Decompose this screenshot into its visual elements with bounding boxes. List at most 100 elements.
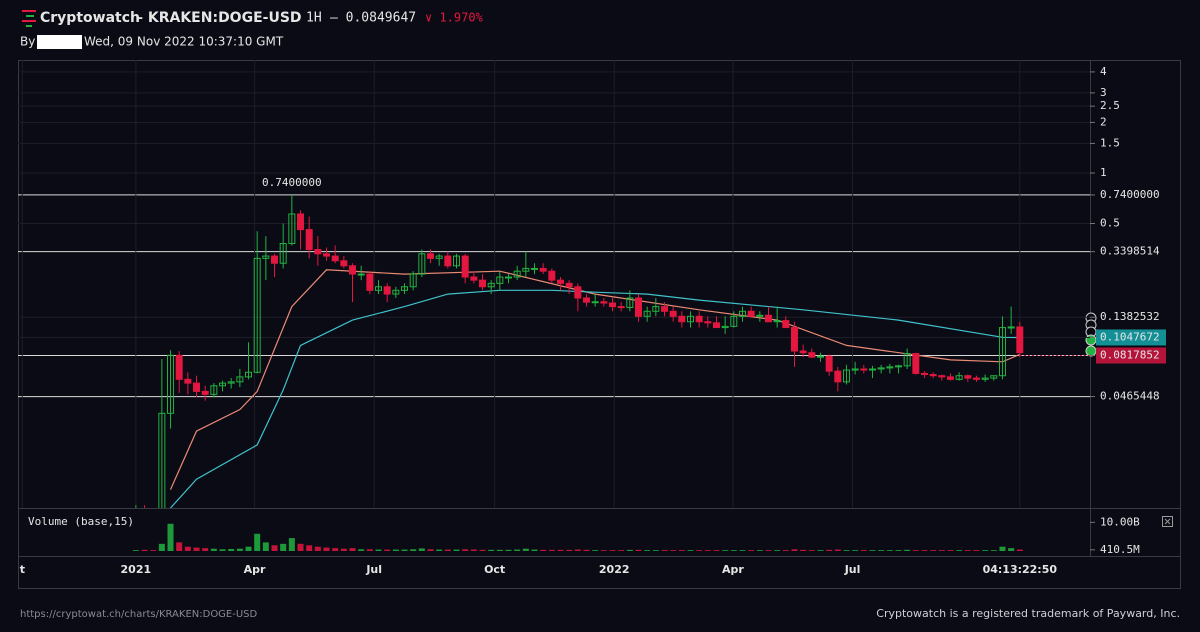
volume-tick-label: 410.5M [1100,543,1140,556]
candle-body [392,289,400,295]
candle-body [401,286,409,291]
candle-body [548,270,556,281]
close-pane[interactable] [1162,516,1173,527]
volume-bar [990,550,997,551]
volume-bar [704,550,711,551]
volume-title: Volume (base,15) [28,515,134,528]
candle-body [409,273,417,288]
volume-bar [661,550,668,551]
x-tick-label: 04:13:22:50 [983,563,1058,576]
volume-bar [921,550,928,551]
volume-bar [808,550,815,551]
volume-bar [366,549,373,551]
footer-url[interactable]: https://cryptowat.ch/charts/KRAKEN:DOGE-… [20,609,258,620]
volume-bar [427,549,434,551]
candle-body [435,255,443,259]
volume-bar [670,550,677,551]
volume-bar [479,549,486,551]
candle-body [271,255,279,264]
volume-bar [297,543,304,551]
axes: 4 32.5 2 1.5 1 0.7400000 0.5 0.3398514 0.1382532… [20,65,1166,576]
volume-bar [228,548,235,551]
volume-bar [1008,548,1015,551]
close-icon[interactable] [1164,518,1171,525]
volume-bar [436,549,443,551]
volume-bar [800,549,807,551]
volume-bar [869,550,876,551]
candle-body [912,353,920,374]
volume-bar [878,550,885,551]
y-tick-label: 0.0465448 [1100,390,1160,403]
volume-bar [488,549,495,551]
volume-bar [548,549,555,551]
candle-body [305,229,313,251]
x-tick-label: t [20,563,25,576]
candle-body [201,390,209,395]
candle-body [461,255,469,278]
volume-bar [340,548,347,551]
volume-bar [635,549,642,551]
volume-bar [852,550,859,551]
candle-body [808,352,816,358]
volume-bar [410,549,417,551]
volume-bar [141,549,148,551]
y-tick-label: 4 [1100,65,1107,78]
volume-bar [444,549,451,551]
candle-body [955,375,963,380]
x-tick-label: Jul [365,563,382,576]
candle-body [591,301,599,304]
candle-body [877,367,885,370]
volume-bar [349,548,356,551]
y-tick-label: 0.3398514 [1100,245,1160,258]
volume-bar [782,550,789,551]
volume-bar [254,533,261,551]
candle-body [531,267,539,270]
candle-body [193,382,201,392]
candle-body [323,253,331,257]
volume-bar [748,550,755,551]
price-tag [1096,347,1166,364]
candle-body [894,365,902,368]
candle-body [842,369,850,383]
volume-bar [730,550,737,551]
y-tick-label: 3 [1100,86,1107,99]
candle-body [929,374,937,377]
volume-bar [150,550,157,551]
volume-bar [288,538,295,551]
candle-body [582,297,590,303]
volume-bar [600,550,607,551]
volume-bar [332,548,339,551]
candle-body [825,355,833,372]
candle-body [903,353,911,367]
volume-bar [860,550,867,551]
volume-bar [574,549,581,551]
candle-body [634,297,642,317]
volume-bar [540,549,547,551]
volume-tick-label: 10.00B [1100,515,1140,528]
candle-body [747,310,755,317]
candle-body [764,314,772,323]
candle-body [184,378,192,384]
candle-body [383,286,391,295]
candle-body [695,315,703,323]
y-tick-label: 2 [1100,115,1107,128]
candle-body [730,315,738,327]
moving-average [170,289,1020,508]
candle-body [175,354,183,380]
candle-body [790,327,798,352]
volume-bar [566,549,573,551]
volume-bar [982,550,989,551]
volume-bar [496,549,503,551]
candle-body [756,314,764,317]
price-tag [1096,329,1166,346]
volume-bar [774,550,781,551]
timestamp: Wed, 09 Nov 2022 10:37:10 GMT [84,35,284,49]
volume-bar [947,550,954,551]
candle-body [167,354,175,414]
volume-bar [678,550,685,551]
volume-bar [817,550,824,551]
volume-bar [236,548,243,551]
volume-bar [999,546,1006,551]
y-tick-label: 0.1382532 [1100,310,1160,323]
candle-body [340,260,348,267]
